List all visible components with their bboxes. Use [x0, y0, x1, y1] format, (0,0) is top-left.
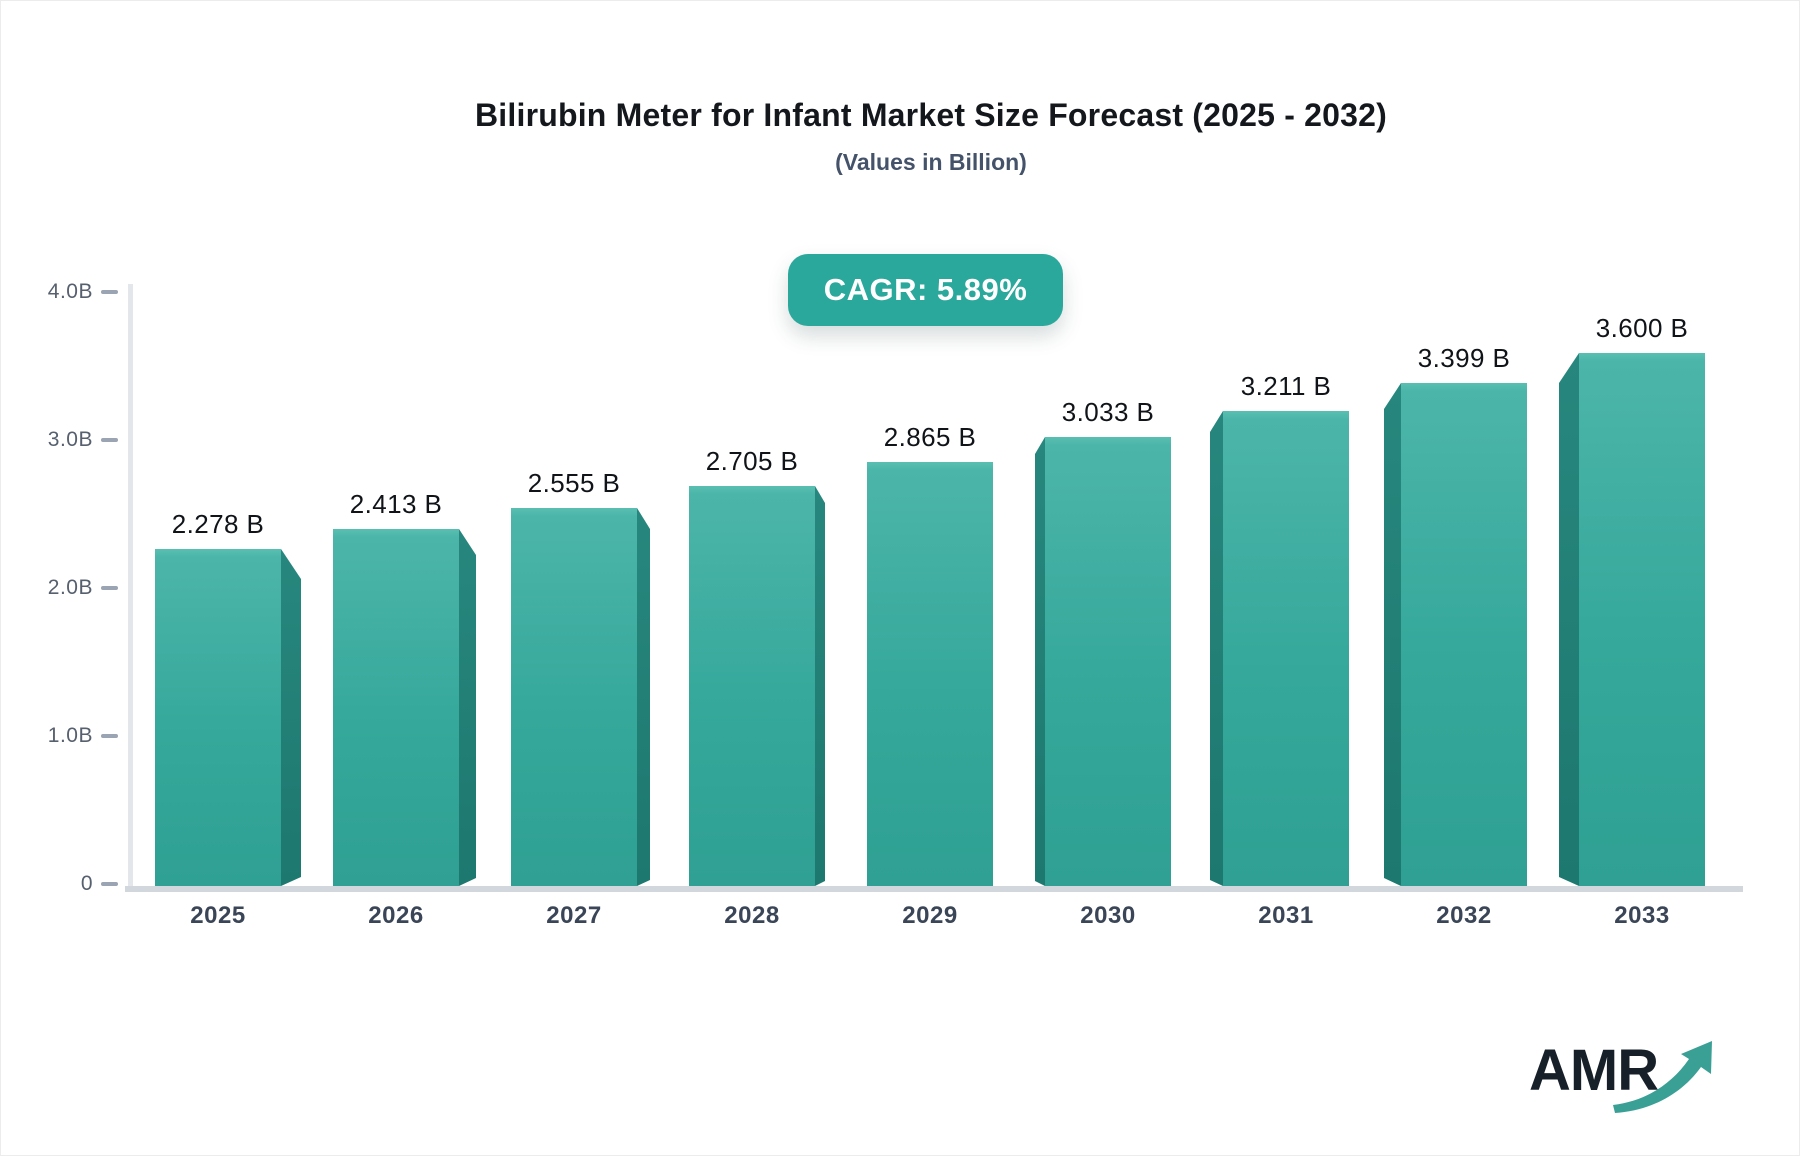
- bar-group-2031: 3.211 B: [1197, 286, 1375, 886]
- bar-2031: [1223, 411, 1349, 886]
- amr-logo: AMR: [1529, 1037, 1729, 1117]
- y-tick-label: 3.0B: [47, 428, 93, 451]
- x-axis-labels: 2025 2026 2027 2028 2029 2030 2031 2032 2033: [129, 902, 1731, 930]
- bar-group-2033: 3.600 B: [1553, 286, 1731, 886]
- bar-group-2027: 2.555 B: [485, 286, 663, 886]
- bar-value-label: 2.555 B: [527, 468, 621, 498]
- bars-row: 2.278 B 2.413 B 2.555 B 2.705 B 2.865 B 3.033…: [129, 286, 1731, 886]
- chart-subtitle: (Values in Billion): [835, 149, 1027, 175]
- bar-value-label: 3.600 B: [1595, 313, 1689, 343]
- y-tick-dash: [101, 882, 118, 886]
- bar-group-2032: 3.399 B: [1375, 286, 1553, 886]
- trend-arrow-icon: [1613, 1041, 1712, 1113]
- bar-group-2030: 3.033 B: [1019, 286, 1197, 886]
- bar-group-2025: 2.278 B: [129, 286, 307, 886]
- y-tick-label: 0: [80, 872, 93, 895]
- cagr-badge: CAGR: 5.89%: [788, 254, 1063, 326]
- y-tick-dash: [101, 290, 118, 294]
- bar-side-face: [637, 508, 650, 886]
- bar-side-face: [815, 486, 825, 886]
- bar-side-face: [459, 529, 476, 886]
- bar-group-2028: 2.705 B: [663, 286, 841, 886]
- x-axis-label-2028: 2028: [724, 902, 780, 929]
- bar-value-label: 2.413 B: [349, 489, 443, 519]
- bar-2028: [689, 486, 815, 886]
- y-tick-label: 2.0B: [47, 576, 93, 599]
- x-axis-label-2031: 2031: [1258, 902, 1314, 929]
- x-axis-label-2025: 2025: [190, 902, 246, 929]
- x-axis-label-2030: 2030: [1080, 902, 1136, 929]
- bar-2025: [155, 549, 281, 886]
- y-tick-label: 1.0B: [47, 724, 93, 747]
- bar-side-face: [1559, 353, 1579, 886]
- x-axis-label-2029: 2029: [902, 902, 958, 929]
- bar-side-face: [1384, 383, 1401, 886]
- bar-group-2026: 2.413 B: [307, 286, 485, 886]
- y-axis-line: [128, 284, 133, 886]
- bar-2026: [333, 529, 459, 886]
- y-tick-dash: [101, 438, 118, 442]
- y-tick-label: 4.0B: [47, 280, 93, 303]
- cagr-badge-label: CAGR: 5.89%: [823, 272, 1028, 307]
- bar-side-face: [1035, 437, 1045, 886]
- bar-2030: [1045, 437, 1171, 886]
- y-tick-dash: [101, 734, 118, 738]
- bar-value-label: 3.033 B: [1061, 397, 1155, 427]
- bar-value-label: 2.865 B: [883, 422, 977, 452]
- bar-2032: [1401, 383, 1527, 886]
- bar-value-label: 3.399 B: [1417, 343, 1511, 373]
- x-axis-label-2033: 2033: [1614, 902, 1670, 929]
- bar-value-label: 2.278 B: [171, 509, 265, 539]
- x-axis-baseline: [125, 886, 1743, 892]
- chart-title: Bilirubin Meter for Infant Market Size F…: [474, 97, 1387, 133]
- bar-2033: [1579, 353, 1705, 886]
- x-axis-label-2027: 2027: [546, 902, 602, 929]
- bar-2029: [867, 462, 993, 886]
- y-tick-dash: [101, 586, 118, 590]
- x-axis-label-2026: 2026: [368, 902, 424, 929]
- amr-logo-text: AMR: [1529, 1038, 1659, 1103]
- x-axis-label-2032: 2032: [1436, 902, 1492, 929]
- bar-side-face: [1210, 411, 1223, 886]
- bar-value-label: 2.705 B: [705, 446, 799, 476]
- bar-2027: [511, 508, 637, 886]
- bar-side-face: [281, 549, 301, 886]
- bar-value-label: 3.211 B: [1240, 371, 1332, 401]
- bar-group-2029: 2.865 B: [841, 286, 1019, 886]
